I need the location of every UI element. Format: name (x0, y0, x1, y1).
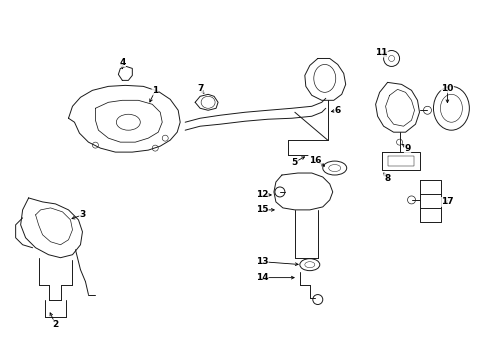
Text: 13: 13 (255, 257, 267, 266)
Text: 14: 14 (255, 273, 268, 282)
Text: 8: 8 (384, 174, 390, 183)
Text: 2: 2 (52, 320, 59, 329)
Text: 10: 10 (440, 84, 453, 93)
Text: 9: 9 (404, 144, 410, 153)
Text: 7: 7 (197, 84, 203, 93)
Text: 3: 3 (79, 210, 85, 219)
Text: 1: 1 (152, 86, 158, 95)
Text: 12: 12 (255, 190, 267, 199)
Text: 17: 17 (440, 197, 453, 206)
Text: 16: 16 (308, 156, 321, 165)
Text: 6: 6 (334, 106, 340, 115)
Text: 15: 15 (255, 206, 267, 215)
Text: 4: 4 (119, 58, 125, 67)
Text: 11: 11 (375, 48, 387, 57)
Text: 5: 5 (291, 158, 297, 167)
